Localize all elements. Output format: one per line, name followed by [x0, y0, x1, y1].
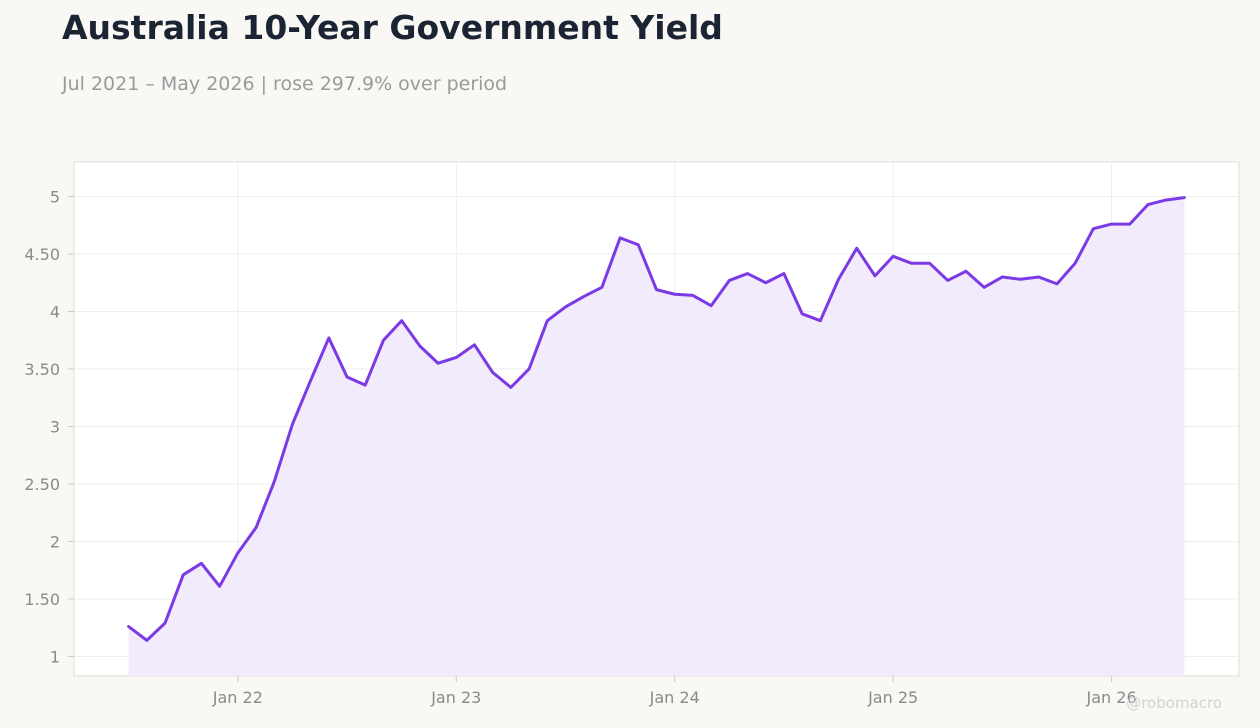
yield-point: [345, 375, 349, 379]
yield-point: [236, 551, 240, 555]
yield-point: [145, 638, 149, 642]
yield-point: [800, 312, 804, 316]
yield-point: [1073, 261, 1077, 265]
yield-point: [472, 343, 476, 347]
yield-point: [127, 625, 131, 629]
yield-point: [982, 285, 986, 289]
y-tick-label: 1: [50, 647, 60, 666]
x-axis: Jan 22 Jan 23 Jan 24 Jan 25 Jan 26: [212, 676, 1137, 707]
yield-point: [636, 243, 640, 247]
yield-point: [254, 526, 258, 530]
y-tick-label: 5: [50, 187, 60, 206]
y-tick-label: 3.50: [24, 360, 60, 379]
yield-point: [782, 272, 786, 276]
yield-point: [1055, 282, 1059, 286]
yield-point: [1128, 222, 1132, 226]
x-tick-label: Jan 25: [867, 688, 918, 707]
x-tick-label: Jan 24: [649, 688, 700, 707]
yield-point: [964, 269, 968, 273]
yield-point: [909, 261, 913, 265]
yield-point: [1019, 277, 1023, 281]
yield-point: [563, 305, 567, 309]
x-tick-label: Jan 22: [212, 688, 263, 707]
yield-point: [1182, 196, 1186, 200]
yield-point: [290, 422, 294, 426]
x-tick-label: Jan 23: [430, 688, 481, 707]
yield-point: [746, 272, 750, 276]
yield-point: [600, 285, 604, 289]
yield-point: [837, 277, 841, 281]
y-tick-label: 2: [50, 532, 60, 551]
yield-point: [691, 293, 695, 297]
yield-point: [618, 236, 622, 240]
yield-point: [418, 344, 422, 348]
watermark: @robomacro: [1126, 694, 1222, 712]
yield-point: [527, 367, 531, 371]
yield-point: [454, 355, 458, 359]
yield-point: [545, 319, 549, 323]
chart-subtitle: Jul 2021 – May 2026 | rose 297.9% over p…: [62, 73, 508, 95]
y-tick-label: 4: [50, 302, 60, 321]
yield-point: [309, 378, 313, 382]
yield-point: [327, 336, 331, 340]
yield-point: [491, 370, 495, 374]
yield-point: [509, 385, 513, 389]
yield-point: [1000, 275, 1004, 279]
yield-point: [764, 281, 768, 285]
yield-point: [272, 480, 276, 484]
yield-point: [873, 274, 877, 278]
yield-point: [582, 295, 586, 299]
yield-point: [363, 383, 367, 387]
y-axis: 1 1.50 2 2.50 3 3.50 4 4.50 5: [24, 187, 74, 666]
yield-point: [218, 584, 222, 588]
yield-point: [946, 278, 950, 282]
yield-point: [381, 338, 385, 342]
yield-point: [436, 361, 440, 365]
yield-point: [1146, 203, 1150, 207]
yield-point: [727, 278, 731, 282]
y-tick-label: 4.50: [24, 245, 60, 264]
yield-point: [891, 254, 895, 258]
yield-point: [199, 561, 203, 565]
yield-point: [855, 246, 859, 250]
x-tick-label: Jan 26: [1086, 688, 1137, 707]
yield-point: [1037, 275, 1041, 279]
yield-point: [709, 304, 713, 308]
yield-point: [400, 319, 404, 323]
yield-point: [181, 573, 185, 577]
y-tick-label: 2.50: [24, 475, 60, 494]
yield-line: [127, 196, 1186, 642]
chart-title: Australia 10-Year Government Yield: [62, 8, 723, 47]
yield-point: [1164, 198, 1168, 202]
yield-point: [673, 292, 677, 296]
yield-point: [655, 288, 659, 292]
yield-point: [1110, 222, 1114, 226]
y-tick-label: 1.50: [24, 590, 60, 609]
yield-point: [928, 261, 932, 265]
yield-point: [1091, 227, 1095, 231]
yield-point: [163, 621, 167, 625]
yield-area-fill: [128, 197, 1185, 676]
y-tick-label: 3: [50, 417, 60, 436]
yield-point: [818, 319, 822, 323]
